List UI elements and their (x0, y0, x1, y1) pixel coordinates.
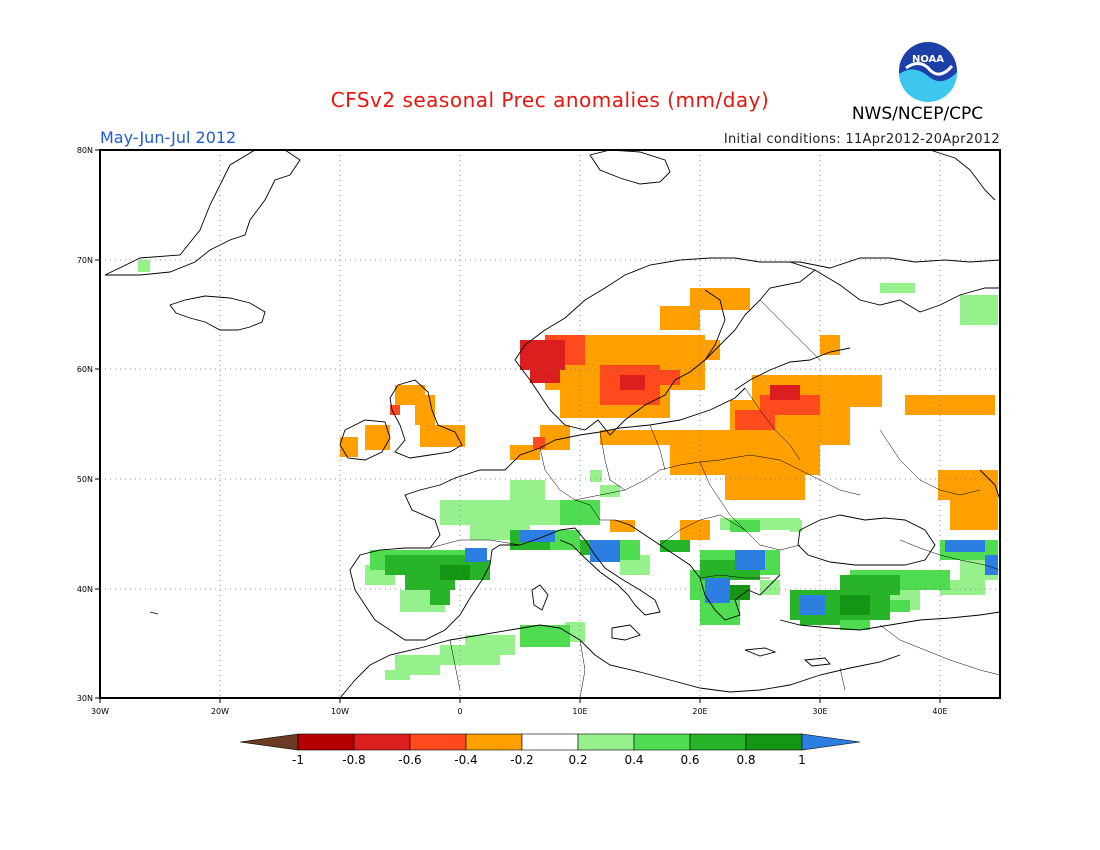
colorbar-label: 1 (798, 753, 806, 767)
noaa-logo-text: NOAA (912, 54, 944, 65)
colorbar-label: -0.4 (454, 753, 477, 767)
colorbar-label: 0.8 (736, 753, 755, 767)
colorbar-swatch (353, 733, 411, 751)
colorbar-swatch (297, 733, 355, 751)
lon-label: 10E (572, 707, 587, 716)
colorbar-swatch (633, 733, 691, 751)
graticule (100, 150, 1000, 698)
lon-label: 30W (91, 707, 109, 716)
colorbar: -1 -0.8 -0.6 -0.4 -0.2 0.2 0.4 0.6 0.8 1 (239, 733, 861, 767)
lat-label: 40N (77, 585, 93, 594)
initial-conditions: Initial conditions: 11Apr2012-20Apr2012 (723, 132, 1000, 147)
colorbar-swatch (577, 733, 635, 751)
noaa-logo: NOAA (896, 40, 960, 106)
colorbar-label: -0.2 (510, 753, 533, 767)
colorbar-label: 0.4 (624, 753, 643, 767)
lat-label: 50N (77, 475, 93, 484)
colorbar-label: -0.8 (342, 753, 365, 767)
latitude-labels: 80N 70N 60N 50N 40N 30N (77, 146, 93, 703)
agency-label: NWS/NCEP/CPC (851, 104, 984, 124)
colorbar-arrow-low (239, 733, 299, 751)
lat-label: 60N (77, 365, 93, 374)
lon-label: 10W (331, 707, 349, 716)
map-frame (99, 149, 1001, 699)
colorbar-label: 0.6 (680, 753, 699, 767)
colorbar-swatch (521, 733, 579, 751)
anomaly-positive-above-1 (465, 530, 998, 615)
country-borders (429, 299, 1001, 699)
colorbar-swatch (409, 733, 467, 751)
anomaly-negative-0.6-0.8 (520, 340, 800, 400)
longitude-labels: 30W 20W 10W 0 10E 20E 30E 40E (91, 707, 948, 716)
colorbar-label: -0.6 (398, 753, 421, 767)
colorbar-label: -1 (292, 753, 304, 767)
lat-label: 80N (77, 146, 93, 155)
lon-label: 0 (457, 707, 462, 716)
anomaly-positive-0.2-0.4 (138, 260, 998, 680)
forecast-period: May-Jun-Jul 2012 (100, 128, 237, 147)
colorbar-swatch (689, 733, 747, 751)
lon-label: 40E (932, 707, 947, 716)
lon-label: 20E (692, 707, 707, 716)
lon-label: 30E (812, 707, 827, 716)
lat-label: 30N (77, 694, 93, 703)
anomaly-shading (138, 260, 998, 680)
colorbar-swatch (745, 733, 803, 751)
axis-ticks (95, 149, 941, 703)
colorbar-label: 0.2 (568, 753, 587, 767)
anomaly-negative-0.2-0.4 (340, 288, 998, 540)
colorbar-swatch (465, 733, 523, 751)
lon-label: 20W (211, 707, 229, 716)
colorbar-arrow-high (801, 733, 861, 751)
map-title: CFSv2 seasonal Prec anomalies (mm/day) (330, 88, 770, 112)
lat-label: 70N (77, 256, 93, 265)
